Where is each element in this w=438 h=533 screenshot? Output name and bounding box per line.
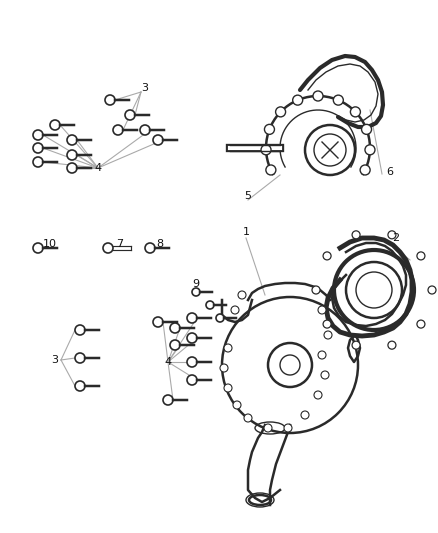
Circle shape [75, 381, 85, 391]
Circle shape [163, 395, 173, 405]
Circle shape [321, 371, 329, 379]
Circle shape [388, 341, 396, 349]
Circle shape [388, 231, 396, 239]
Circle shape [417, 252, 425, 260]
Circle shape [352, 341, 360, 349]
Circle shape [318, 351, 326, 359]
Text: 7: 7 [117, 239, 124, 249]
Circle shape [33, 243, 43, 253]
Circle shape [323, 320, 331, 328]
Circle shape [365, 145, 375, 155]
Circle shape [324, 331, 332, 339]
Circle shape [266, 165, 276, 175]
Circle shape [170, 323, 180, 333]
Circle shape [313, 91, 323, 101]
Circle shape [220, 364, 228, 372]
Circle shape [187, 375, 197, 385]
Circle shape [301, 411, 309, 419]
Circle shape [323, 252, 331, 260]
Circle shape [233, 401, 241, 409]
Circle shape [360, 165, 370, 175]
Circle shape [276, 107, 286, 117]
Circle shape [33, 130, 43, 140]
Circle shape [293, 95, 303, 105]
Circle shape [75, 353, 85, 363]
Circle shape [153, 317, 163, 327]
Circle shape [170, 340, 180, 350]
Circle shape [333, 95, 343, 105]
Circle shape [67, 163, 77, 173]
Circle shape [75, 325, 85, 335]
Circle shape [238, 291, 246, 299]
Circle shape [428, 286, 436, 294]
Text: 3: 3 [141, 83, 148, 93]
Circle shape [33, 143, 43, 153]
Text: 2: 2 [392, 233, 399, 243]
Text: 1: 1 [243, 227, 250, 237]
Text: 3: 3 [52, 355, 59, 365]
Text: 6: 6 [386, 167, 393, 177]
Text: 4: 4 [95, 163, 102, 173]
Circle shape [244, 414, 252, 422]
Circle shape [192, 288, 200, 296]
Circle shape [350, 107, 360, 117]
Circle shape [314, 391, 322, 399]
Circle shape [265, 124, 275, 134]
Circle shape [216, 314, 224, 322]
Circle shape [67, 135, 77, 145]
Text: 8: 8 [156, 239, 163, 249]
Circle shape [67, 150, 77, 160]
Circle shape [206, 301, 214, 309]
Circle shape [352, 231, 360, 239]
Text: 4: 4 [164, 357, 172, 367]
Circle shape [187, 333, 197, 343]
Circle shape [113, 125, 123, 135]
Circle shape [224, 344, 232, 352]
Circle shape [103, 243, 113, 253]
Circle shape [284, 424, 292, 432]
Circle shape [318, 306, 326, 314]
Circle shape [105, 95, 115, 105]
Circle shape [33, 157, 43, 167]
Circle shape [145, 243, 155, 253]
Circle shape [224, 384, 232, 392]
Text: 5: 5 [244, 191, 251, 201]
Circle shape [50, 120, 60, 130]
Circle shape [264, 424, 272, 432]
Circle shape [187, 313, 197, 323]
Circle shape [187, 357, 197, 367]
Text: 10: 10 [43, 239, 57, 249]
Circle shape [417, 320, 425, 328]
Circle shape [231, 306, 239, 314]
Text: 9: 9 [192, 279, 200, 289]
Circle shape [312, 286, 320, 294]
Circle shape [361, 124, 371, 134]
Circle shape [153, 135, 163, 145]
Circle shape [125, 110, 135, 120]
Circle shape [140, 125, 150, 135]
Circle shape [261, 145, 271, 155]
